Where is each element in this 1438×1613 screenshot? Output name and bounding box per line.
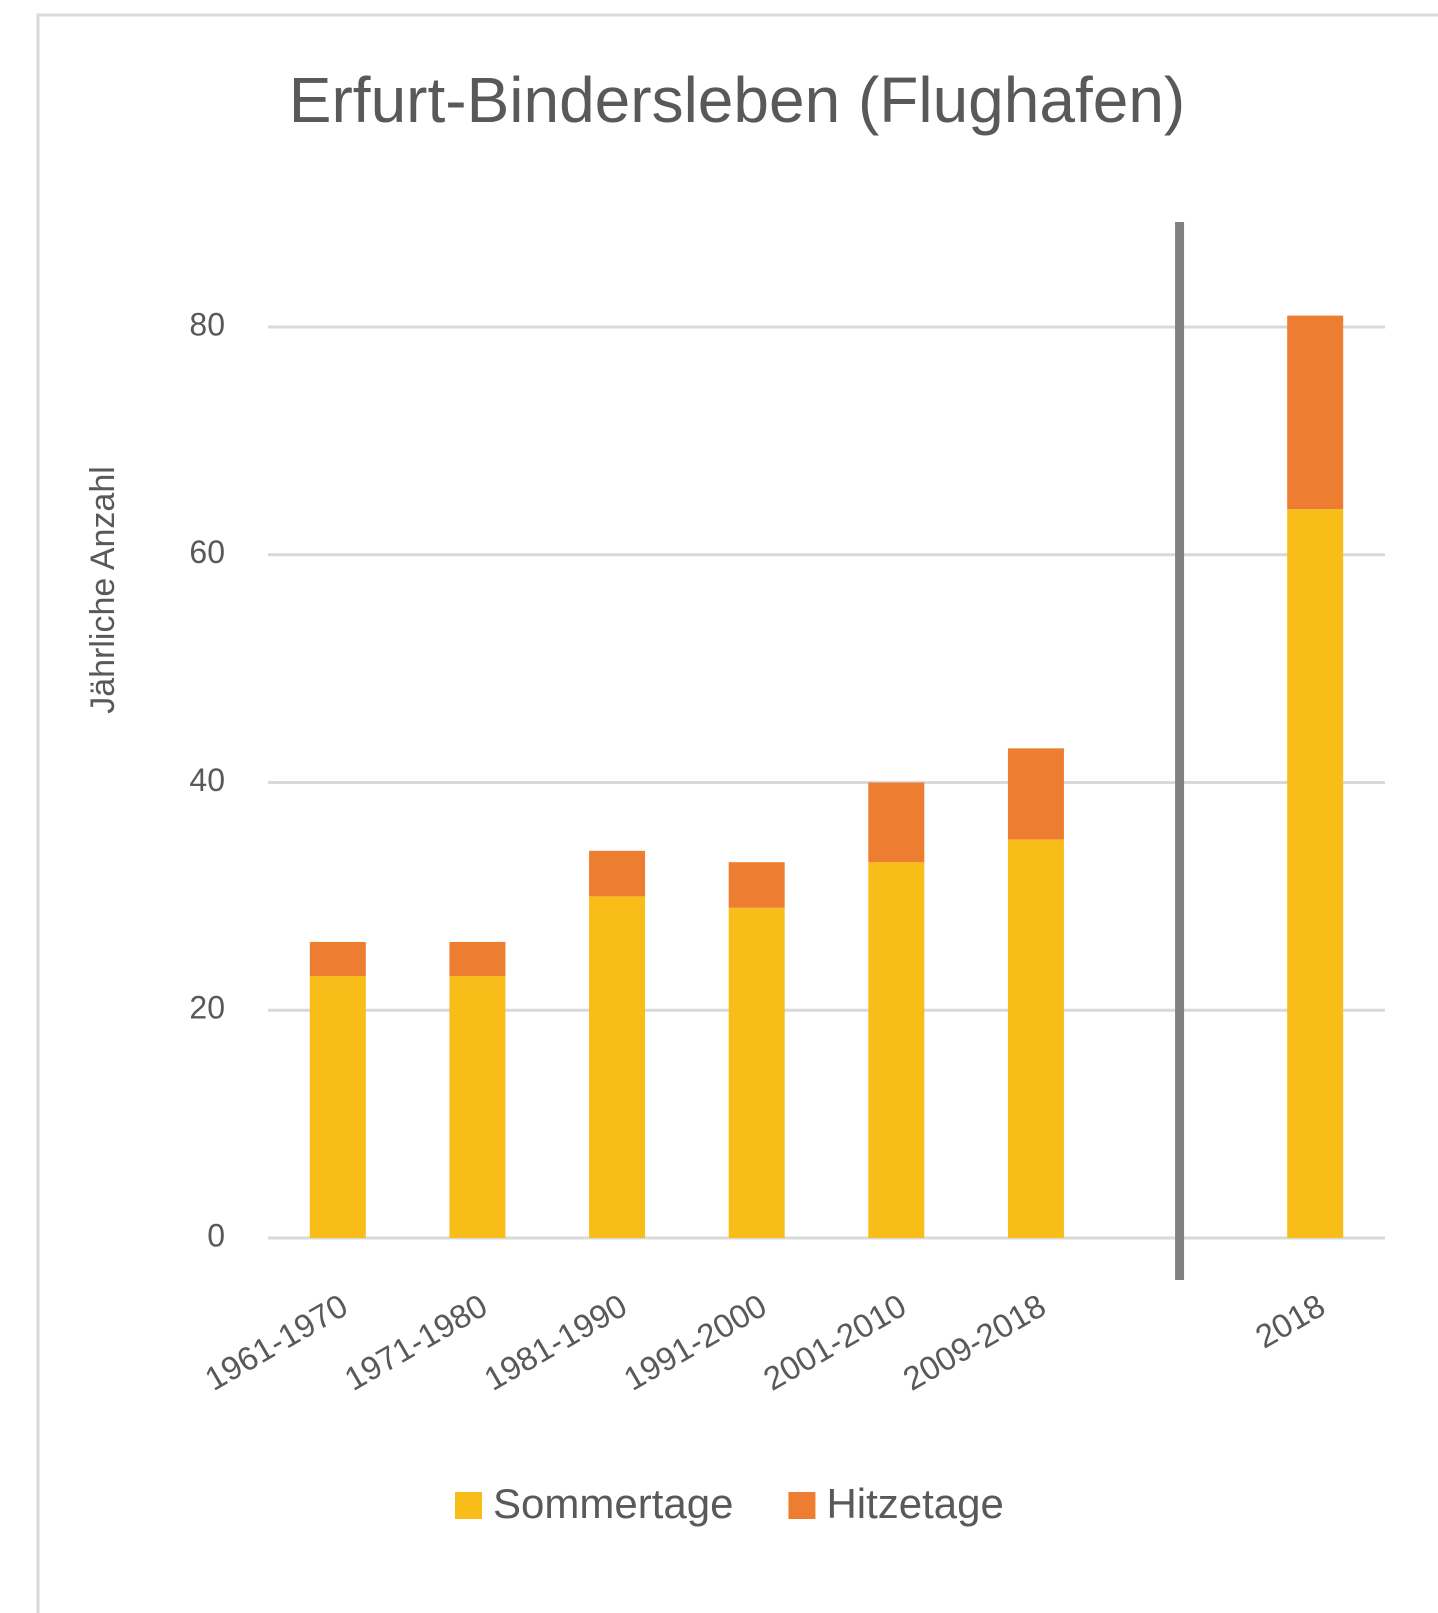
- x-tick-label: 1971-1980: [338, 1287, 493, 1398]
- bar: [1007, 748, 1064, 840]
- bar: [449, 941, 506, 977]
- y-axis-label: Jährliche Anzahl: [84, 466, 122, 714]
- bar: [309, 941, 366, 977]
- legend-swatch: [788, 1492, 816, 1519]
- y-tick-label: 60: [189, 534, 225, 570]
- y-tick-label: 20: [189, 990, 225, 1026]
- bar: [1007, 839, 1064, 1238]
- x-tick-label: 1981-1990: [478, 1287, 633, 1398]
- bar: [589, 896, 646, 1238]
- bar: [449, 976, 506, 1238]
- legend-label: Hitzetage: [826, 1480, 1003, 1527]
- x-tick-label: 1991-2000: [617, 1287, 772, 1398]
- x-tick-label: 2009-2018: [897, 1287, 1052, 1398]
- bar: [868, 782, 925, 863]
- bar: [1287, 509, 1344, 1238]
- legend-label: Sommertage: [493, 1480, 733, 1527]
- chart-frame: [36, 13, 1438, 1613]
- bar: [868, 862, 925, 1238]
- y-tick-label: 0: [207, 1217, 225, 1253]
- x-tick-label: 2018: [1249, 1287, 1331, 1356]
- y-tick-label: 40: [189, 762, 225, 798]
- bar: [728, 907, 785, 1238]
- bar: [589, 850, 646, 897]
- bar: [1287, 315, 1344, 510]
- y-tick-label: 80: [189, 306, 225, 342]
- legend-swatch: [455, 1492, 482, 1519]
- bar: [309, 976, 366, 1238]
- bar: [728, 862, 785, 908]
- x-tick-label: 1961-1970: [198, 1287, 353, 1398]
- chart-title: Erfurt-Bindersleben (Flughafen): [289, 64, 1185, 136]
- x-tick-label: 2001-2010: [757, 1287, 912, 1398]
